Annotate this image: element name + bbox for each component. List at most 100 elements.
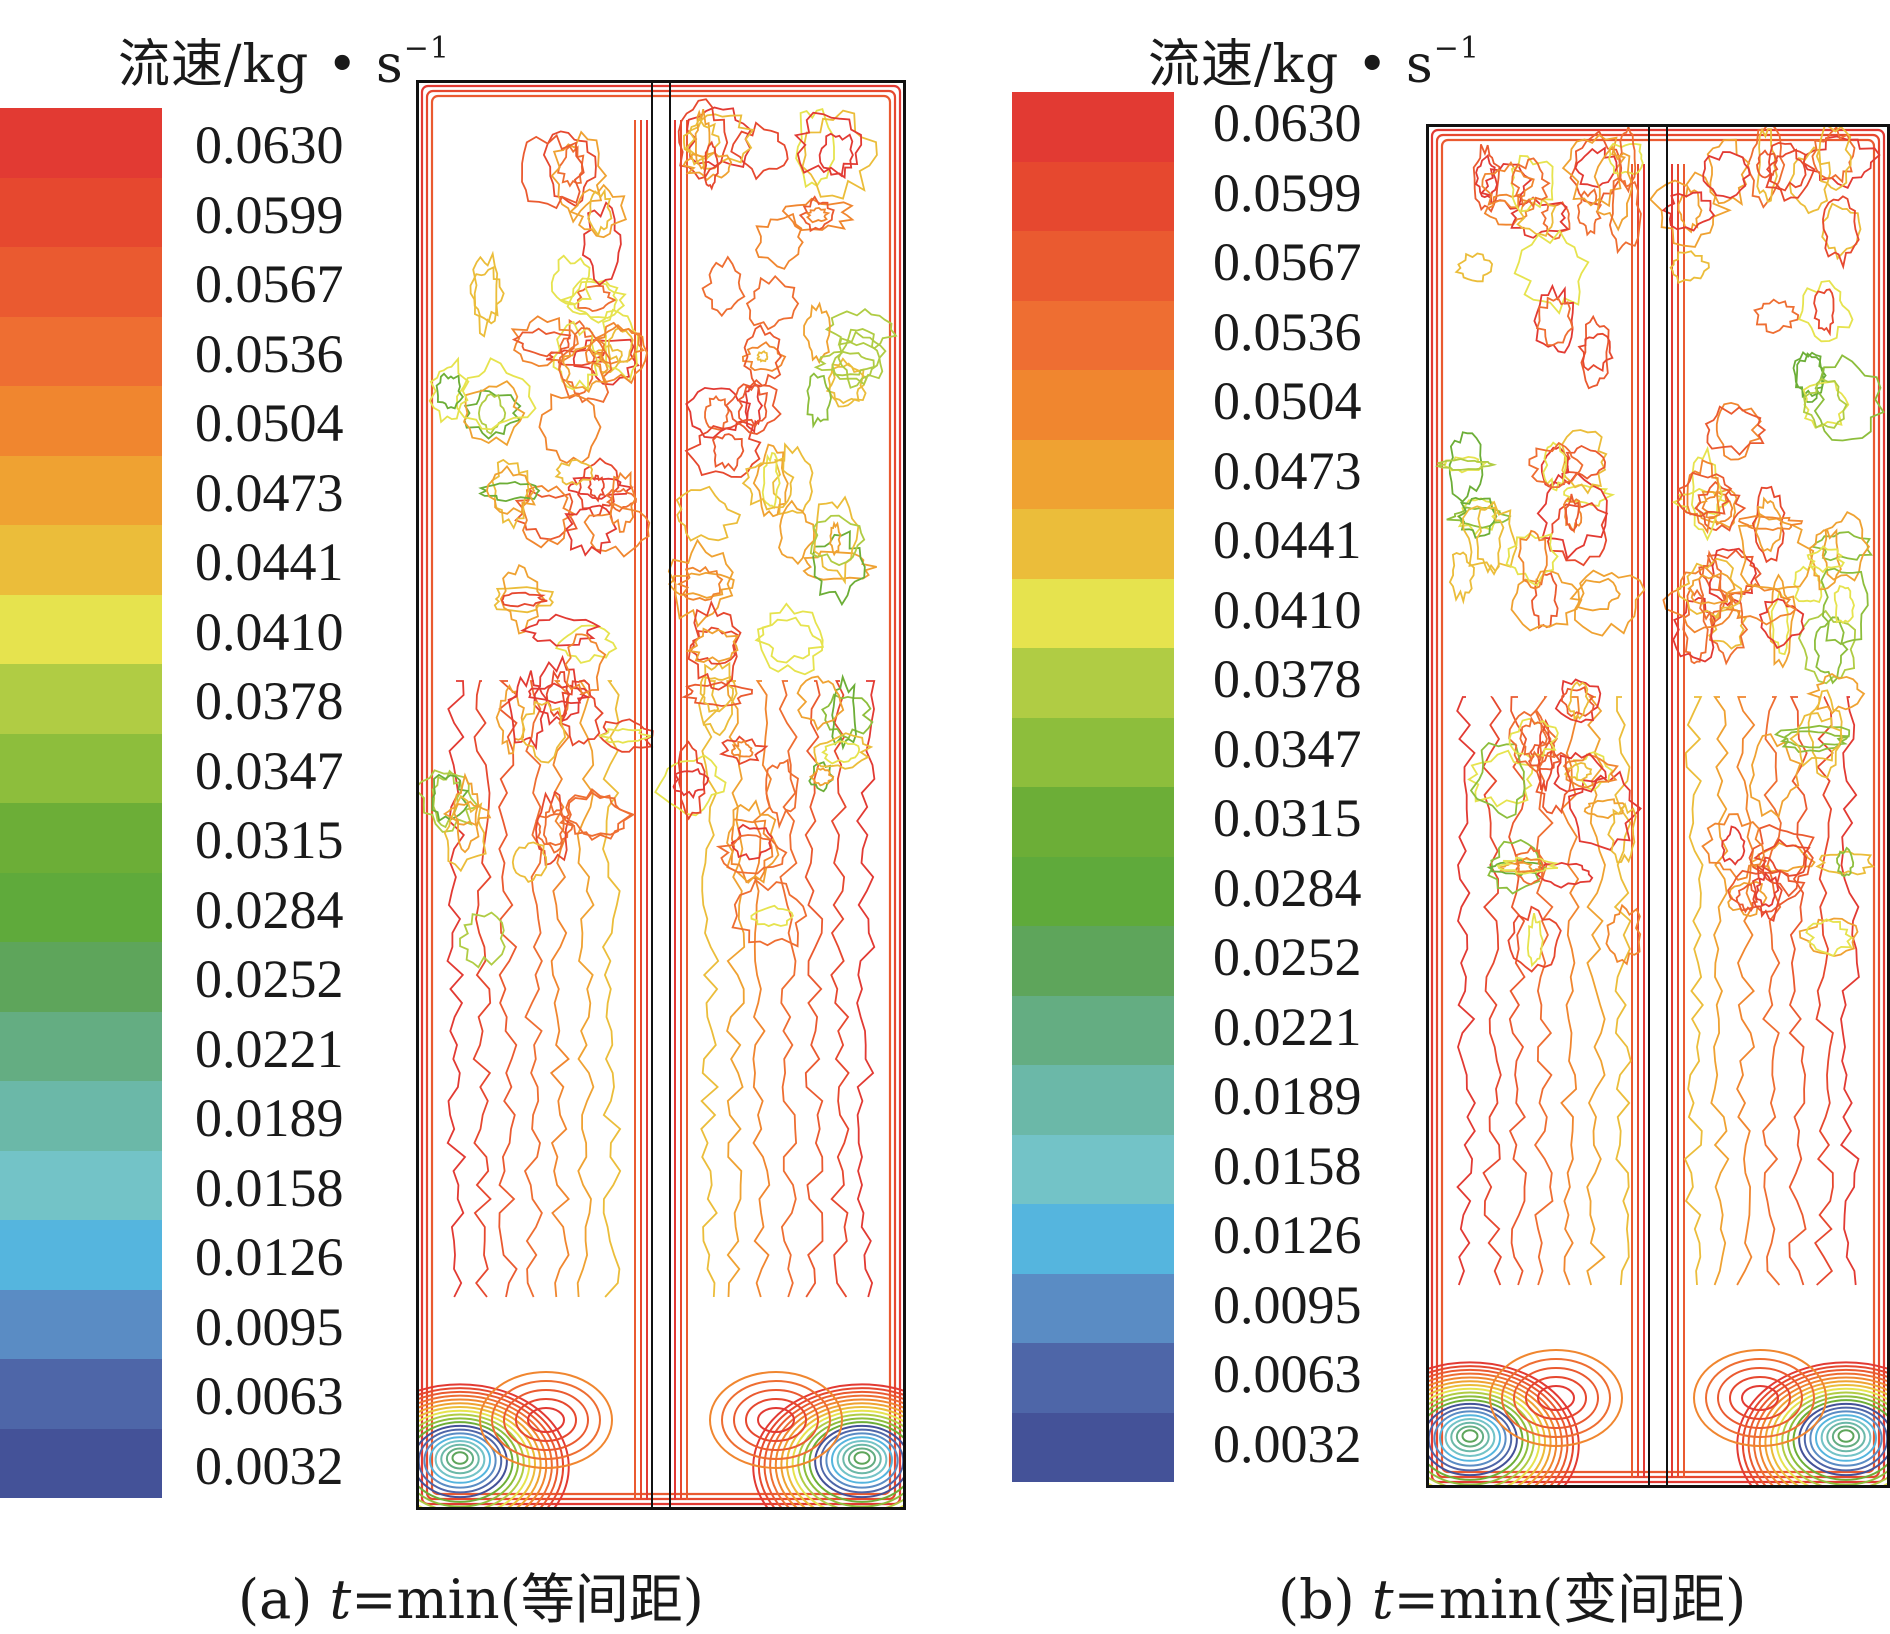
colorbar-segment <box>1012 857 1174 927</box>
blob-contour <box>1537 298 1573 345</box>
legend-title-text: 流速/kg • s <box>1148 35 1434 95</box>
wave-contour <box>831 681 848 1297</box>
colorbar-label: 0.0536 <box>1213 305 1362 359</box>
blob-contour <box>1650 173 1729 247</box>
wave-contour <box>1737 697 1754 1285</box>
colorbar-label: 0.0284 <box>195 883 344 937</box>
blob-contour <box>807 374 831 426</box>
wave-contour <box>780 681 797 1297</box>
colorbar-segment <box>0 595 162 665</box>
colorbar-segment <box>1012 996 1174 1066</box>
legend-title-text: 流速/kg • s <box>118 35 404 95</box>
blob-contour <box>684 682 752 706</box>
colorbar-label: 0.0158 <box>195 1161 344 1215</box>
vortex-contour <box>528 1408 564 1432</box>
blob-contour <box>1817 852 1873 875</box>
blob-contour <box>473 254 497 336</box>
wall-contour <box>1432 130 1884 1482</box>
blob-contour <box>558 146 583 186</box>
vortex-contour <box>453 1452 468 1463</box>
caption-a: (a) t=min(等间距) <box>238 1555 704 1634</box>
blob-contour <box>437 374 463 409</box>
blob-contour <box>556 626 616 663</box>
blob-contour <box>1821 569 1867 645</box>
blob-contour <box>430 359 469 422</box>
vortex-contour <box>1730 1377 1790 1419</box>
colorbar-segment <box>1012 440 1174 510</box>
wave-contour <box>474 681 491 1297</box>
colorbar-segment <box>0 873 162 943</box>
wave-contour <box>1841 697 1859 1285</box>
blob-contour <box>688 629 738 662</box>
caption-variable: t <box>330 1568 352 1631</box>
vortex-contour <box>1526 1377 1586 1419</box>
colorbar-label: 0.0473 <box>1213 444 1362 498</box>
colorbar-label: 0.0567 <box>1213 235 1362 289</box>
colorbar-segment <box>0 386 162 456</box>
vortex-contour <box>1742 1386 1778 1410</box>
colorbar-segment <box>1012 301 1174 371</box>
wave-contour <box>753 681 771 1297</box>
blob-contour <box>1477 508 1504 572</box>
caption-text: =min(变间距) <box>1394 1568 1747 1631</box>
colorbar-label: 0.0126 <box>195 1230 344 1284</box>
vortex-contour <box>1839 1430 1854 1441</box>
wall-contour <box>427 91 895 1499</box>
wall-contour <box>1437 135 1879 1477</box>
blob-contour <box>1767 150 1805 191</box>
blob-contour <box>719 835 787 874</box>
blob-contour <box>807 208 828 222</box>
blob-contour <box>822 695 872 739</box>
blob-contour <box>1739 516 1802 530</box>
colorbar-label: 0.0441 <box>195 535 344 589</box>
colorbar-label: 0.0599 <box>1213 166 1362 220</box>
colorbar-label: 0.0378 <box>195 674 344 728</box>
blob-contour <box>1809 690 1842 777</box>
colorbar-label: 0.0284 <box>1213 861 1362 915</box>
colorbar-segment <box>1012 1343 1174 1413</box>
colorbar-a <box>0 108 162 1498</box>
colorbar-label: 0.0347 <box>1213 722 1362 776</box>
colorbar-label: 0.0095 <box>1213 1278 1362 1332</box>
colorbar-label: 0.0630 <box>1213 96 1362 150</box>
colorbar-segment <box>1012 1413 1174 1483</box>
colorbar-label: 0.0221 <box>1213 1000 1362 1054</box>
colorbar-label: 0.0189 <box>1213 1069 1362 1123</box>
blob-contour <box>1815 617 1847 683</box>
blob-contour <box>1663 192 1714 230</box>
blob-contour <box>747 276 798 329</box>
blob-contour <box>669 573 734 598</box>
colorbar-label: 0.0441 <box>1213 513 1362 567</box>
colorbar-segment <box>1012 787 1174 857</box>
colorbar-label: 0.0378 <box>1213 652 1362 706</box>
blob-contour <box>758 351 768 361</box>
blob-contour <box>1519 531 1547 589</box>
colorbar-label: 0.0410 <box>1213 583 1362 637</box>
blob-contour <box>1814 289 1833 333</box>
blob-contour <box>1581 317 1608 389</box>
blob-contour <box>703 257 745 316</box>
contour-lines <box>1426 124 1890 1488</box>
colorbar-label: 0.0063 <box>195 1369 344 1423</box>
colorbar-segment <box>0 1081 162 1151</box>
blob-contour <box>798 677 844 730</box>
center-baffle <box>652 80 670 1510</box>
colorbar-segment <box>1012 370 1174 440</box>
caption-b: (b) t=min(变间距) <box>1278 1555 1746 1634</box>
vortex-contour <box>855 1452 870 1463</box>
blob-contour <box>1755 300 1799 334</box>
blob-contour <box>779 501 814 564</box>
blob-contour <box>1673 598 1715 662</box>
wave-contour <box>727 681 744 1297</box>
colorbar-label: 0.0315 <box>195 813 344 867</box>
blob-contour <box>464 381 524 445</box>
colorbar-segment <box>0 456 162 526</box>
colorbar-segment <box>1012 1135 1174 1205</box>
colorbar-label: 0.0252 <box>1213 930 1362 984</box>
wall-contour <box>1442 140 1874 1472</box>
colorbar-segment <box>0 1220 162 1290</box>
blob-contour <box>713 434 743 470</box>
legend-exponent: −1 <box>1434 31 1480 66</box>
wave-contour <box>603 681 620 1297</box>
colorbar-segment <box>0 1429 162 1499</box>
